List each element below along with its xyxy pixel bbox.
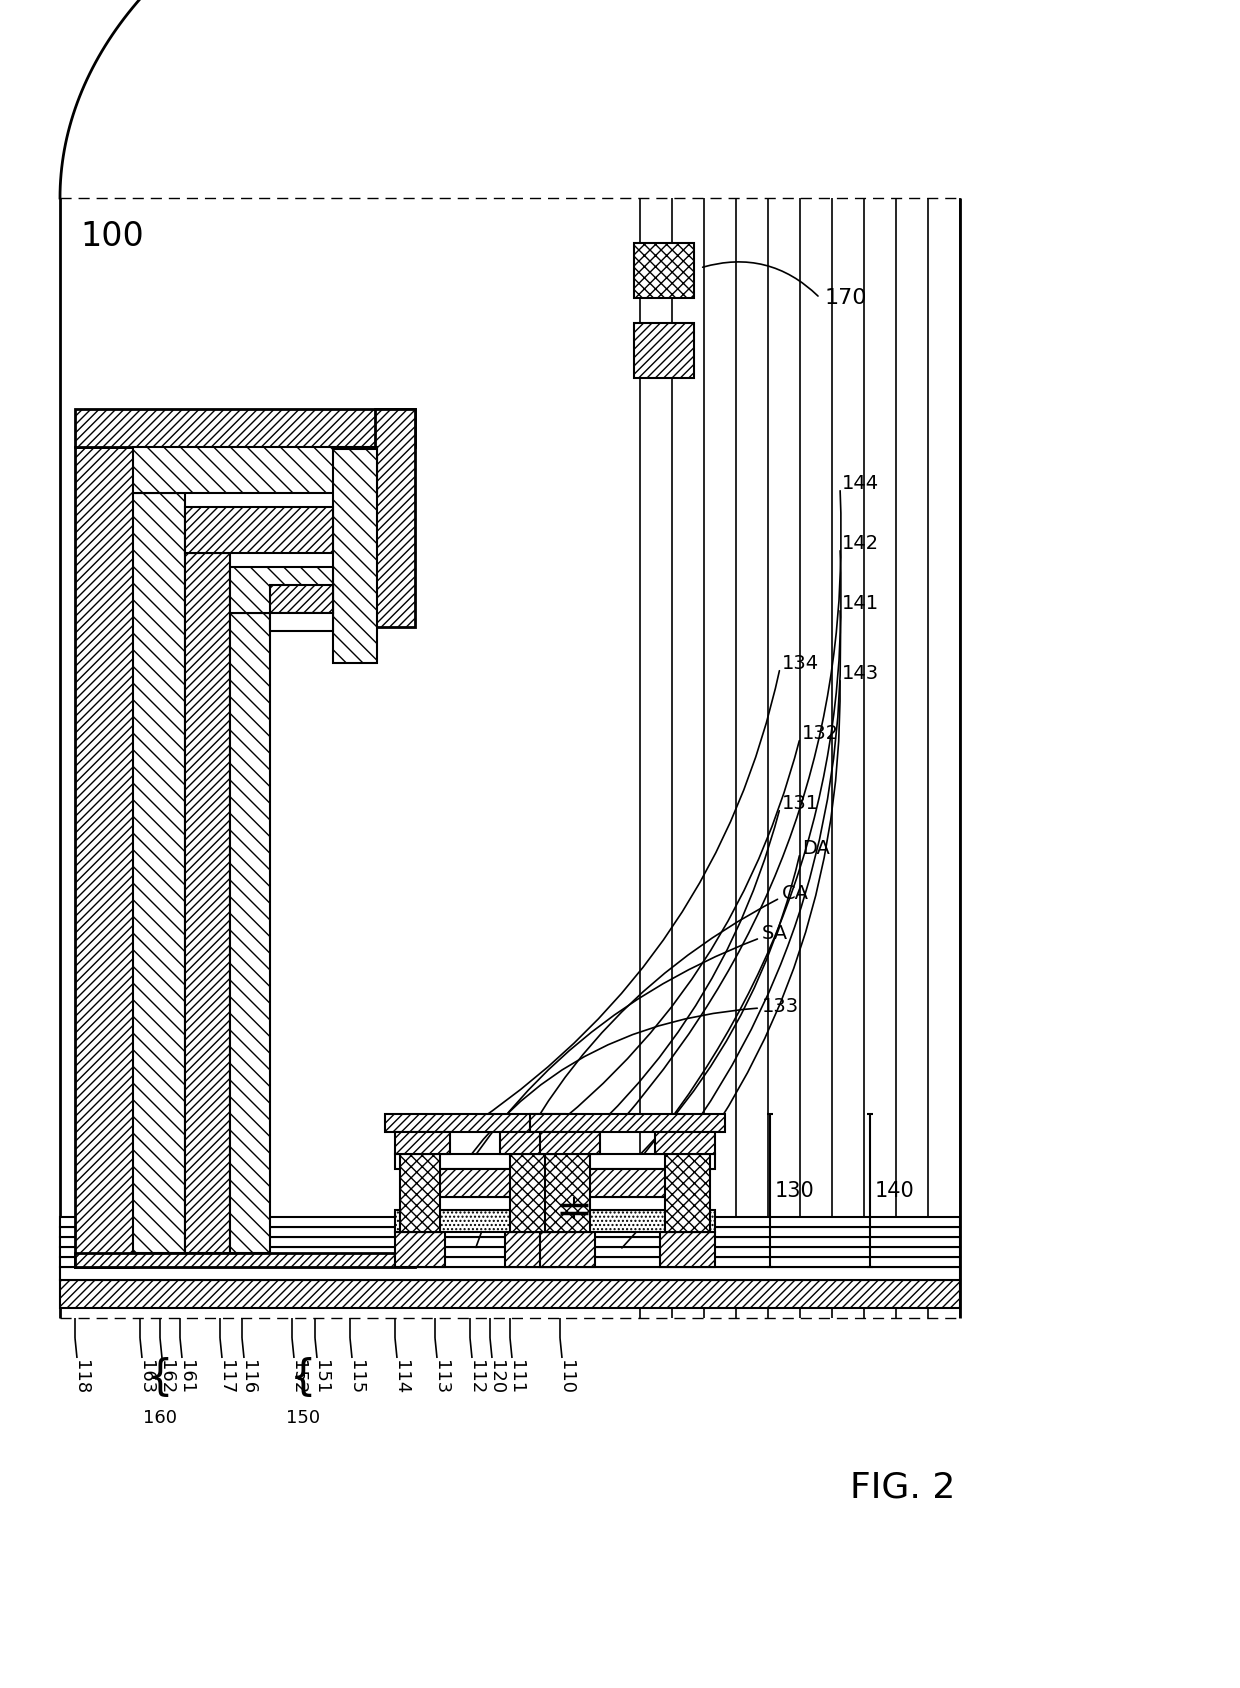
Text: 132: 132 <box>802 724 839 743</box>
Text: 144: 144 <box>842 474 879 493</box>
Bar <box>60 1280 960 1308</box>
Bar <box>556 1197 701 1210</box>
Bar <box>570 1170 684 1197</box>
Bar <box>539 1210 715 1232</box>
Text: {: { <box>290 1357 316 1399</box>
Bar <box>539 1155 715 1170</box>
Bar <box>60 1247 960 1258</box>
Bar <box>539 1232 595 1268</box>
Bar <box>396 1232 445 1268</box>
Bar <box>634 322 694 378</box>
Bar <box>546 1155 590 1232</box>
Bar <box>396 1155 556 1170</box>
Bar <box>60 1258 960 1268</box>
Text: 131: 131 <box>782 793 820 812</box>
Bar <box>60 1217 960 1227</box>
Bar <box>74 408 415 447</box>
Bar <box>60 1227 960 1237</box>
Text: 142: 142 <box>842 533 879 552</box>
Bar <box>60 1268 960 1280</box>
Bar <box>229 613 270 1252</box>
Text: 140: 140 <box>875 1182 915 1200</box>
Bar <box>270 613 334 631</box>
Bar <box>396 1210 556 1232</box>
Bar <box>133 493 185 1252</box>
Text: DA: DA <box>802 839 830 858</box>
Text: 116: 116 <box>239 1361 257 1394</box>
Text: 162: 162 <box>157 1361 175 1394</box>
Text: 141: 141 <box>842 594 879 613</box>
Text: {: { <box>146 1357 174 1399</box>
Bar <box>60 1237 960 1247</box>
Text: 113: 113 <box>432 1361 450 1394</box>
Text: FIG. 2: FIG. 2 <box>849 1470 955 1506</box>
Text: 114: 114 <box>392 1361 410 1394</box>
Bar <box>505 1232 556 1268</box>
Text: 143: 143 <box>842 663 879 682</box>
Text: Cst: Cst <box>591 1200 624 1219</box>
Bar <box>529 1114 725 1133</box>
Bar <box>634 243 694 299</box>
Bar <box>660 1232 715 1268</box>
Bar <box>539 1133 600 1155</box>
Text: 133: 133 <box>763 996 799 1016</box>
Text: 152: 152 <box>289 1361 308 1394</box>
Bar <box>185 554 229 1252</box>
Text: 110: 110 <box>557 1361 575 1394</box>
Text: 150: 150 <box>286 1409 320 1426</box>
Bar <box>334 449 377 663</box>
Text: 118: 118 <box>72 1361 91 1394</box>
Text: 163: 163 <box>136 1361 155 1394</box>
Text: 115: 115 <box>347 1361 365 1394</box>
Text: 134: 134 <box>782 653 820 672</box>
Bar <box>510 1155 551 1232</box>
Text: 117: 117 <box>217 1361 236 1394</box>
Bar <box>401 1155 440 1232</box>
Bar <box>384 1114 565 1133</box>
Text: 100: 100 <box>81 219 144 253</box>
Bar <box>133 447 377 493</box>
Bar <box>185 506 334 554</box>
Bar <box>74 1252 415 1268</box>
Text: CA: CA <box>782 883 808 903</box>
Bar <box>665 1155 711 1232</box>
Bar <box>270 586 334 613</box>
Text: 130: 130 <box>775 1182 815 1200</box>
Text: 151: 151 <box>312 1361 330 1394</box>
Text: 160: 160 <box>143 1409 177 1426</box>
Bar <box>655 1133 715 1155</box>
Bar <box>500 1133 556 1155</box>
Bar <box>420 1170 529 1197</box>
Text: 112: 112 <box>467 1361 485 1394</box>
Bar <box>374 408 415 626</box>
Bar <box>229 567 334 613</box>
Bar <box>74 447 133 1268</box>
Bar <box>396 1133 450 1155</box>
Text: 161: 161 <box>177 1361 195 1394</box>
Bar <box>410 1197 539 1210</box>
Text: 111: 111 <box>507 1361 525 1394</box>
Text: SA: SA <box>763 923 789 942</box>
Text: 120: 120 <box>487 1361 505 1394</box>
Text: 170: 170 <box>825 289 868 307</box>
